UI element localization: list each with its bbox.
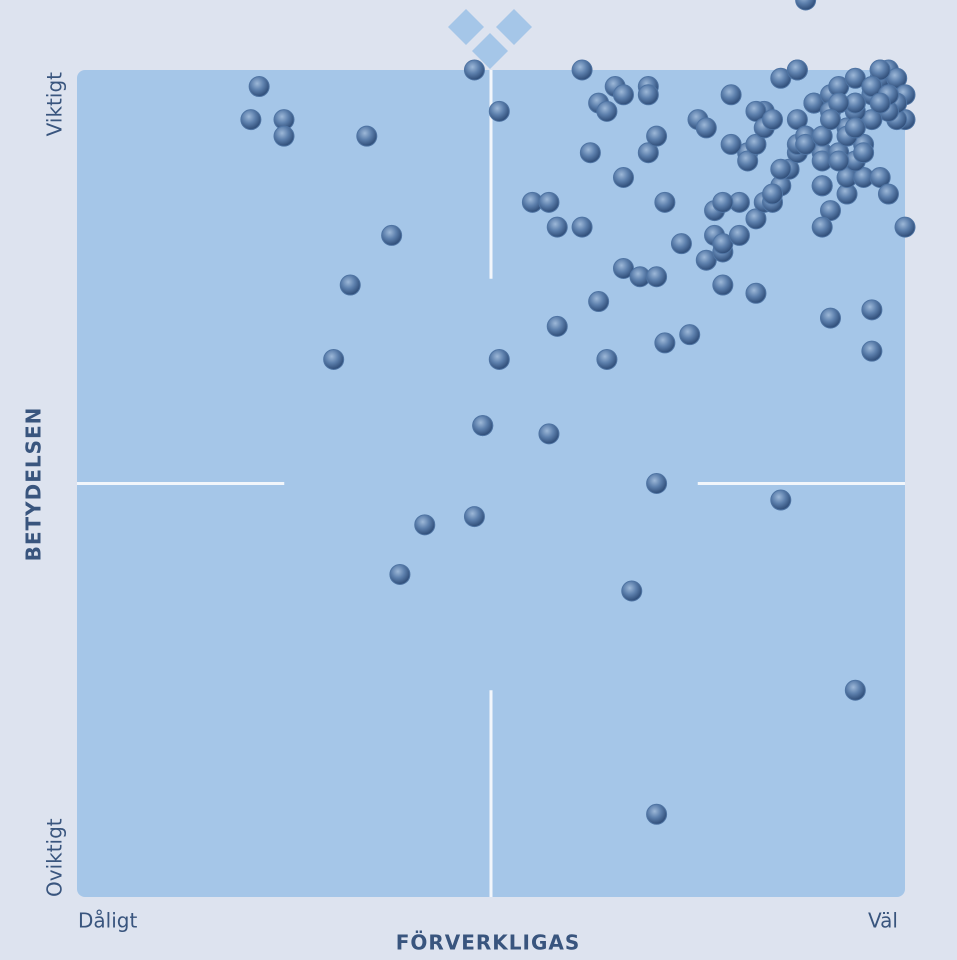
point — [538, 191, 560, 213]
point — [579, 142, 601, 164]
point — [737, 150, 759, 172]
point — [894, 216, 916, 238]
point — [853, 142, 875, 164]
y-low-label: Oviktigt — [43, 818, 67, 897]
point — [819, 109, 841, 131]
point — [712, 191, 734, 213]
point — [538, 423, 560, 445]
point — [596, 100, 618, 122]
point — [819, 307, 841, 329]
point — [786, 109, 808, 131]
point — [762, 109, 784, 131]
point — [646, 803, 668, 825]
point — [389, 563, 411, 585]
point — [414, 514, 436, 536]
point — [637, 84, 659, 106]
point — [646, 473, 668, 494]
plot-area — [77, 70, 905, 897]
point — [571, 59, 593, 81]
point — [745, 208, 767, 230]
point — [762, 183, 784, 205]
point — [488, 100, 510, 122]
point — [811, 125, 833, 147]
point — [695, 117, 717, 139]
point — [869, 167, 891, 189]
point — [670, 233, 692, 255]
x-low-label: Dåligt — [78, 909, 137, 933]
point — [869, 59, 891, 81]
point — [861, 340, 883, 362]
point — [323, 348, 345, 370]
point — [472, 415, 494, 437]
point — [861, 109, 883, 131]
point — [612, 84, 634, 106]
point — [654, 332, 676, 354]
point — [546, 216, 568, 238]
point — [720, 133, 742, 155]
point — [786, 59, 808, 81]
point — [861, 299, 883, 321]
point — [646, 266, 668, 288]
point — [861, 76, 883, 98]
x-high-label: Väl — [868, 909, 898, 933]
point — [637, 142, 659, 164]
point — [844, 67, 866, 89]
point — [612, 257, 634, 279]
point — [728, 224, 750, 246]
point — [803, 92, 825, 114]
point — [712, 274, 734, 296]
point — [588, 291, 610, 313]
point — [240, 109, 262, 131]
point — [546, 315, 568, 337]
point — [795, 0, 817, 11]
point — [463, 59, 485, 81]
point — [886, 67, 908, 89]
point — [571, 216, 593, 238]
point — [463, 506, 485, 528]
point — [844, 117, 866, 139]
point — [770, 489, 792, 511]
point — [811, 175, 833, 197]
point — [811, 216, 833, 238]
point — [770, 67, 792, 89]
point — [381, 224, 403, 246]
point — [621, 580, 643, 602]
point — [273, 125, 295, 147]
point — [695, 249, 717, 271]
point — [844, 679, 866, 701]
point — [679, 324, 701, 346]
x-axis-title: FÖRVERKLIGAS — [396, 931, 581, 955]
point — [770, 158, 792, 180]
point — [654, 191, 676, 213]
logo — [448, 9, 532, 69]
point — [819, 200, 841, 222]
point — [712, 233, 734, 255]
point — [795, 133, 817, 155]
point — [745, 282, 767, 304]
point — [828, 92, 850, 114]
y-axis-title: BETYDELSEN — [22, 407, 46, 562]
point — [828, 150, 850, 172]
point — [869, 92, 891, 114]
point — [596, 348, 618, 370]
point — [745, 100, 767, 122]
point — [612, 167, 634, 189]
point — [877, 183, 899, 205]
point — [248, 76, 270, 98]
y-high-label: Viktigt — [43, 72, 67, 136]
point — [488, 348, 510, 370]
point — [356, 125, 378, 147]
point — [339, 274, 361, 296]
point — [720, 84, 742, 106]
point — [745, 133, 767, 155]
point — [646, 125, 668, 147]
